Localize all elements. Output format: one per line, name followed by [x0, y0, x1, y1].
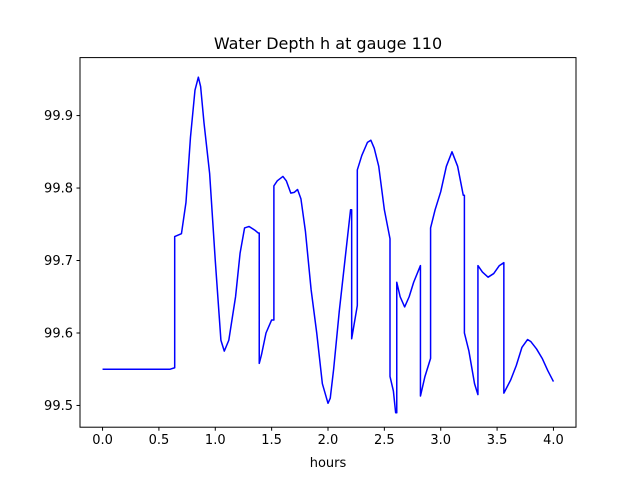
x-tick-label: 3.0: [430, 433, 451, 448]
x-tick-label: 0.0: [92, 433, 113, 448]
y-axis: 99.5 99.6 99.7 99.8 99.9: [44, 109, 80, 414]
chart-title: Water Depth h at gauge 110: [214, 34, 442, 53]
x-tick-label: 3.5: [487, 433, 508, 448]
y-tick-label: 99.7: [44, 254, 73, 269]
x-tick-label: 1.5: [261, 433, 282, 448]
series-layer: [102, 76, 555, 414]
y-tick-label: 99.9: [44, 109, 73, 124]
x-tick-label: 4.0: [543, 433, 564, 448]
y-tick-label: 99.8: [44, 182, 73, 197]
x-tick-label: 2.5: [374, 433, 395, 448]
x-axis-label: hours: [310, 456, 347, 471]
x-tick-label: 0.5: [149, 433, 170, 448]
series-line: [102, 76, 555, 414]
y-tick-label: 99.6: [44, 326, 73, 341]
x-tick-label: 1.0: [205, 433, 226, 448]
x-tick-label: 2.0: [318, 433, 339, 448]
x-axis: 0.0 0.5 1.0 1.5 2.0 2.5 3.0 3.5 4.0: [92, 427, 564, 448]
y-tick-label: 99.5: [44, 399, 73, 414]
